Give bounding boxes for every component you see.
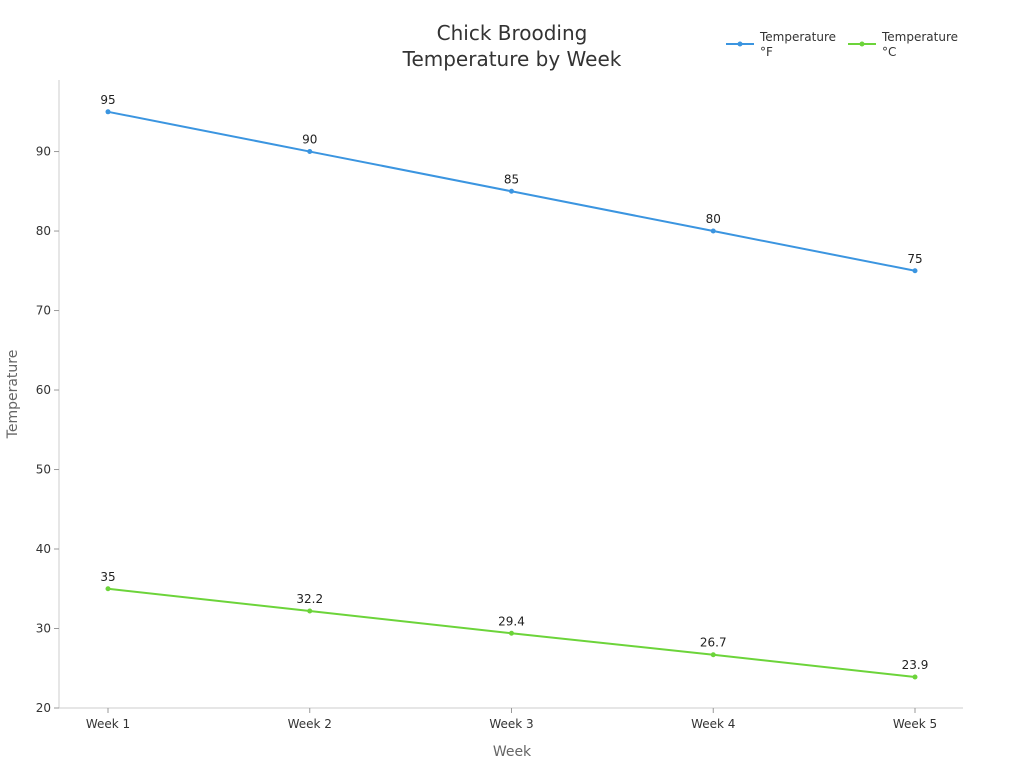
legend-label: °F [760, 45, 773, 59]
chart-title-line-2: Temperature by Week [402, 47, 622, 71]
y-tick-label: 20 [36, 701, 51, 715]
y-axis-title: Temperature [5, 350, 21, 440]
data-point [710, 228, 716, 234]
data-label: 29.4 [498, 614, 525, 628]
data-label: 85 [504, 172, 519, 186]
y-tick-label: 70 [36, 304, 51, 318]
series-layer: 95 90 85 80 75 35 32.2 29.4 26.7 23.9 [100, 93, 928, 680]
data-label: 95 [100, 93, 115, 107]
data-point [912, 674, 918, 680]
x-tick-label: Week 1 [86, 717, 130, 731]
legend-swatch-marker [859, 41, 865, 47]
y-tick-label: 40 [36, 542, 51, 556]
y-axis-ticks: 20 30 40 50 60 70 80 90 [36, 145, 59, 715]
data-label: 32.2 [296, 592, 323, 606]
x-axis-title: Week [493, 744, 532, 760]
chart-title-line-1: Chick Brooding [437, 21, 588, 45]
data-point [509, 630, 514, 636]
x-tick-label: Week 3 [489, 717, 533, 731]
data-label: 23.9 [902, 658, 929, 672]
data-label: 80 [706, 212, 721, 226]
data-point [105, 109, 111, 115]
data-label: 35 [100, 570, 115, 584]
legend-label: Temperature [759, 30, 836, 44]
legend-swatch-marker [737, 41, 743, 47]
data-point [307, 608, 313, 614]
legend-label: Temperature [881, 30, 958, 44]
data-point [912, 268, 918, 274]
y-tick-label: 80 [36, 224, 51, 238]
data-point [307, 149, 313, 155]
data-point [105, 586, 111, 592]
data-label: 90 [302, 133, 317, 147]
x-tick-label: Week 2 [288, 717, 332, 731]
x-tick-label: Week 4 [691, 717, 735, 731]
x-axis-ticks: Week 1 Week 2 Week 3 Week 4 Week 5 [86, 708, 937, 731]
legend-label: °C [882, 45, 896, 59]
data-label: 75 [907, 252, 922, 266]
data-point [509, 188, 514, 194]
y-tick-label: 50 [36, 463, 51, 477]
x-tick-label: Week 5 [893, 717, 937, 731]
data-point [710, 652, 716, 658]
y-tick-label: 60 [36, 383, 51, 397]
y-tick-label: 30 [36, 622, 51, 636]
data-label: 26.7 [700, 636, 727, 650]
y-tick-label: 90 [36, 145, 51, 159]
